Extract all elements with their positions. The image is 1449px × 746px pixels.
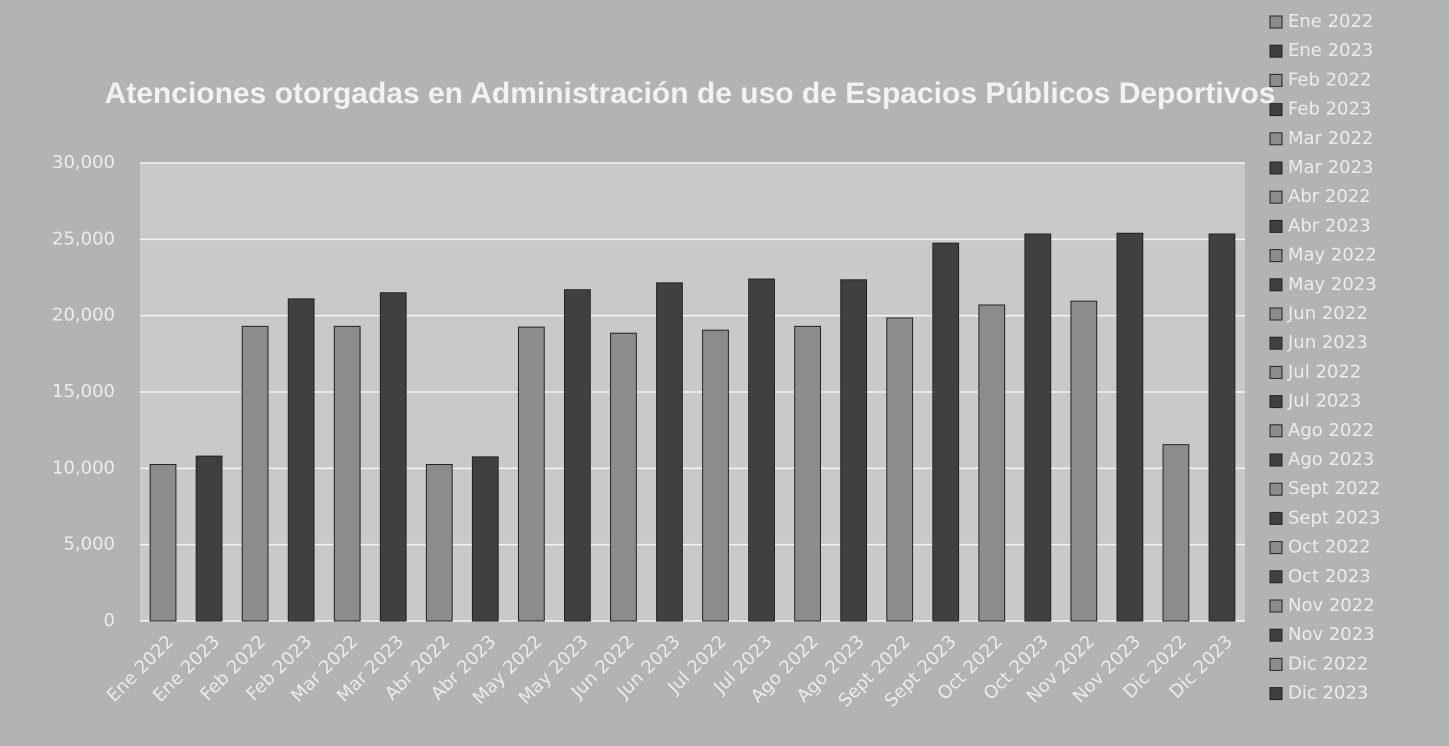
bar	[149, 464, 177, 622]
legend-swatch	[1269, 219, 1283, 233]
legend-label: Feb 2023	[1288, 99, 1371, 120]
bar	[379, 292, 407, 622]
legend-swatch	[1269, 657, 1283, 671]
legend-label: Dic 2022	[1288, 653, 1368, 674]
bar	[978, 304, 1006, 622]
legend-label: Jul 2023	[1287, 391, 1361, 412]
legend-label: May 2023	[1288, 274, 1377, 295]
legend-swatch	[1269, 570, 1283, 584]
legend-swatch	[1269, 482, 1283, 496]
legend-label: Jul 2022	[1287, 361, 1361, 382]
y-tick-label: 30,000	[52, 152, 115, 173]
bar	[702, 329, 729, 622]
legend-label: Ago 2023	[1288, 449, 1374, 470]
bar	[748, 278, 775, 622]
legend-swatch	[1269, 132, 1283, 146]
legend-label: Abr 2023	[1288, 215, 1371, 236]
legend-swatch	[1269, 687, 1283, 701]
legend-label: Oct 2023	[1288, 566, 1371, 587]
legend-swatch	[1269, 15, 1283, 29]
bar	[656, 282, 683, 622]
bar	[1116, 232, 1144, 622]
legend-label: Jun 2023	[1287, 332, 1368, 353]
y-tick-label: 15,000	[52, 381, 115, 402]
legend-swatch	[1269, 278, 1283, 292]
bar	[610, 332, 637, 622]
bar	[425, 464, 453, 622]
legend-label: Ago 2022	[1288, 420, 1374, 441]
bar	[1024, 233, 1052, 622]
legend-swatch	[1269, 424, 1283, 438]
legend-swatch	[1269, 190, 1283, 204]
bar	[886, 317, 914, 622]
legend-swatch	[1269, 44, 1283, 58]
bar	[333, 325, 361, 622]
y-tick-label: 0	[104, 610, 115, 631]
bar	[564, 289, 591, 622]
legend-swatch	[1269, 336, 1283, 350]
legend-swatch	[1269, 161, 1283, 175]
y-tick-label: 20,000	[52, 305, 115, 326]
bar	[1070, 300, 1098, 622]
legend-label: Nov 2023	[1288, 624, 1375, 645]
y-tick-label: 25,000	[52, 228, 115, 249]
legend-swatch	[1269, 103, 1283, 117]
legend-swatch	[1269, 628, 1283, 642]
bar	[287, 298, 315, 622]
legend-swatch	[1269, 599, 1283, 613]
y-tick-label: 10,000	[52, 457, 115, 478]
legend-swatch	[1269, 365, 1283, 379]
legend-label: Jun 2022	[1287, 303, 1368, 324]
legend-swatch	[1269, 453, 1283, 467]
chart-title: Atenciones otorgadas en Administración d…	[105, 77, 1276, 110]
legend-label: Dic 2023	[1288, 683, 1368, 704]
bar	[195, 455, 223, 622]
bar	[1208, 233, 1236, 622]
legend-label: Nov 2022	[1288, 595, 1375, 616]
bar	[241, 325, 269, 622]
legend-swatch	[1269, 307, 1283, 321]
legend-swatch	[1269, 73, 1283, 87]
bar	[932, 242, 960, 622]
legend-label: Sept 2023	[1288, 507, 1381, 528]
legend-label: Mar 2022	[1288, 128, 1374, 149]
legend-label: Sept 2022	[1288, 478, 1381, 499]
bar	[517, 326, 545, 622]
legend-swatch	[1269, 541, 1283, 555]
legend-label: Abr 2022	[1288, 186, 1371, 207]
legend-swatch	[1269, 511, 1283, 525]
legend-swatch	[1269, 395, 1283, 409]
legend-label: Ene 2022	[1288, 11, 1373, 32]
bar	[794, 325, 821, 622]
legend-swatch	[1269, 249, 1283, 263]
legend-label: Mar 2023	[1288, 157, 1374, 178]
legend-label: May 2022	[1288, 245, 1377, 266]
legend-label: Feb 2022	[1288, 69, 1371, 90]
legend-label: Oct 2022	[1288, 537, 1371, 558]
bar	[840, 279, 868, 622]
legend-label: Ene 2023	[1288, 40, 1373, 61]
y-tick-label: 5,000	[63, 534, 115, 555]
bar	[471, 456, 499, 622]
bar	[1162, 444, 1190, 622]
